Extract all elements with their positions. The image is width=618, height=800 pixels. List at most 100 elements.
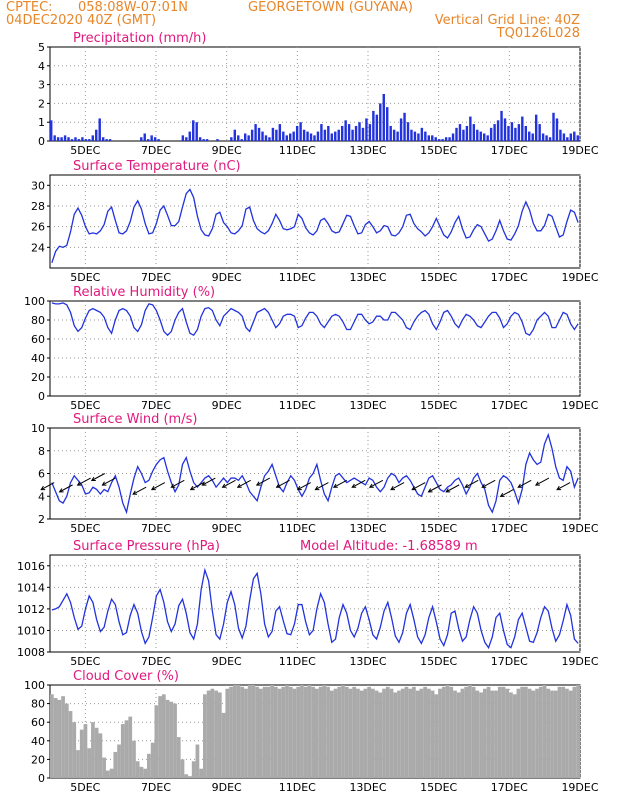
cloud-bar <box>356 688 360 778</box>
x-tick-label: 5DEC <box>70 655 100 668</box>
precip-bar <box>444 137 448 141</box>
precip-bar <box>192 120 195 141</box>
precip-bar <box>101 137 105 141</box>
precip-bar <box>84 139 88 141</box>
cloud-bar <box>468 685 472 778</box>
cloud-bar <box>460 688 465 778</box>
precip-bar <box>507 125 510 141</box>
precip-bar <box>67 137 70 141</box>
plot-frame <box>49 46 581 142</box>
wind-arrow <box>534 477 550 486</box>
precip-bar <box>503 118 507 141</box>
model-altitude: Model Altitude: -1.68589 m <box>300 539 478 554</box>
cloud-bar <box>124 720 129 778</box>
precip-bar <box>375 114 379 141</box>
y-tick-label: 1014 <box>17 581 45 594</box>
x-tick-label: 15DEC <box>420 399 457 412</box>
cloud-bar <box>572 686 577 778</box>
precip-bar <box>77 139 81 141</box>
x-tick-label: 13DEC <box>349 399 386 412</box>
precip-bar <box>323 129 327 141</box>
cloud-bar <box>337 686 342 778</box>
y-tick-label: 100 <box>24 679 45 692</box>
precip-bar <box>528 131 531 141</box>
series-line <box>51 302 579 337</box>
cloud-bar <box>542 685 547 778</box>
wind-arrow <box>464 479 479 488</box>
cloud-bar <box>139 766 144 778</box>
panel-title: Surface Pressure (hPa) <box>73 539 220 554</box>
cloud-bar <box>240 686 245 778</box>
cloud-bar <box>370 688 375 778</box>
cloud-bar <box>120 724 125 778</box>
cloud-bar <box>244 688 248 778</box>
precip-bar <box>545 135 548 141</box>
precipitation-panel: 0 1 2 3 4 5 5DEC 7DEC 9DEC 11DEC 13DEC 15DEC 17DEC 19… <box>38 31 599 157</box>
wind-arrow <box>556 482 571 491</box>
precip-bar <box>379 103 382 141</box>
cloud-bar <box>512 694 517 778</box>
header-coordinates: 058:08W-07:01N <box>78 0 188 15</box>
precip-bar <box>448 137 451 141</box>
precip-bar <box>559 129 562 141</box>
x-tick-label: 17DEC <box>491 522 528 535</box>
cloud-bar <box>423 686 427 778</box>
precip-bar <box>327 125 330 141</box>
precip-bar <box>486 135 489 141</box>
precip-bar <box>247 135 250 141</box>
cloud-bar <box>538 686 543 778</box>
cloud-bar <box>382 688 386 778</box>
y-tick-label: 1008 <box>17 646 45 659</box>
panel-title: Surface Temperature (nC) <box>73 159 241 174</box>
y-tick-label: 24 <box>31 241 45 254</box>
cloud-bar <box>87 748 92 778</box>
cloud-bar <box>501 686 506 778</box>
cloud-bar <box>143 768 148 778</box>
cloud-bar <box>229 686 233 778</box>
precip-bar <box>410 129 413 141</box>
cloud-bar <box>94 727 99 778</box>
precip-bar <box>392 129 396 141</box>
precip-bar <box>88 139 91 141</box>
cloud-bar <box>561 686 566 778</box>
y-tick-label: 40 <box>31 735 45 748</box>
cloud-bar <box>482 688 487 778</box>
precip-bar <box>261 131 264 141</box>
cloud-bar <box>464 686 469 778</box>
precip-bar <box>399 118 403 141</box>
precip-bar <box>257 127 261 141</box>
y-tick-label: 2 <box>38 97 45 110</box>
x-tick-label: 5DEC <box>70 271 100 284</box>
x-tick-label: 11DEC <box>279 655 316 668</box>
header-run-date: 04DEC2020 40Z (GMT) <box>6 13 156 28</box>
humidity-panel: 0 20 40 60 80 100 5DEC 7DEC 9DEC 11DEC 13DEC 15DEC 1… <box>24 285 599 412</box>
precip-bar <box>406 122 410 141</box>
precip-bar <box>302 129 306 141</box>
precip-bar <box>230 137 233 141</box>
cloud-bar <box>210 688 215 778</box>
y-tick-label: 10 <box>31 422 45 435</box>
wind-arrow <box>170 479 185 488</box>
precip-bar <box>285 135 288 141</box>
cloud-bar <box>363 688 368 778</box>
precip-bar <box>386 107 389 141</box>
cloud-bar <box>154 705 159 778</box>
cloud-bar <box>105 770 110 778</box>
precip-bar <box>351 129 354 141</box>
cloud-bar <box>135 761 140 778</box>
wind-arrow <box>481 479 496 488</box>
precip-bar <box>98 118 101 141</box>
y-tick-label: 80 <box>31 314 45 327</box>
cloud-bar <box>475 690 480 778</box>
cloud-bar <box>389 688 394 778</box>
precip-bar <box>434 137 437 141</box>
precip-bar <box>500 110 503 141</box>
x-tick-label: 7DEC <box>141 655 171 668</box>
header-grid-line: Vertical Grid Line: 40Z <box>435 13 580 28</box>
cloud-bar <box>195 744 200 778</box>
cloud-bar <box>524 686 528 778</box>
cloud-bar <box>72 722 77 778</box>
precip-bar <box>60 137 63 141</box>
precip-bar <box>330 133 334 141</box>
cloud-bar <box>348 688 353 778</box>
